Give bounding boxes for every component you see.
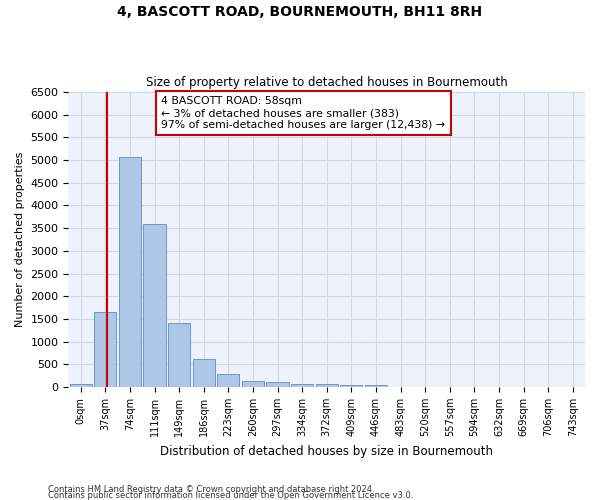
Text: Contains public sector information licensed under the Open Government Licence v3: Contains public sector information licen… (48, 490, 413, 500)
Bar (143, 224, 166, 387)
Y-axis label: Number of detached properties: Number of detached properties (15, 152, 25, 327)
Bar (70, 384, 92, 387)
Bar (316, 384, 338, 387)
Bar (168, 323, 190, 387)
Bar (365, 385, 387, 387)
Bar (340, 385, 362, 387)
Bar (94, 312, 116, 387)
Text: 4, BASCOTT ROAD, BOURNEMOUTH, BH11 8RH: 4, BASCOTT ROAD, BOURNEMOUTH, BH11 8RH (118, 5, 482, 19)
X-axis label: Distribution of detached houses by size in Bournemouth: Distribution of detached houses by size … (160, 444, 493, 458)
Title: Size of property relative to detached houses in Bournemouth: Size of property relative to detached ho… (146, 76, 508, 90)
Bar (266, 382, 289, 387)
Text: Contains HM Land Registry data © Crown copyright and database right 2024.: Contains HM Land Registry data © Crown c… (48, 484, 374, 494)
Bar (291, 384, 313, 387)
Bar (217, 374, 239, 387)
Bar (119, 158, 141, 387)
Bar (193, 359, 215, 387)
Bar (242, 381, 264, 387)
Text: 4 BASCOTT ROAD: 58sqm
← 3% of detached houses are smaller (383)
97% of semi-deta: 4 BASCOTT ROAD: 58sqm ← 3% of detached h… (161, 96, 445, 130)
